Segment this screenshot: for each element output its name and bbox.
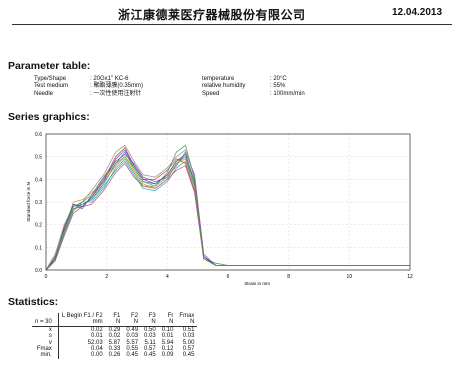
stats-unit: N xyxy=(158,319,177,327)
chart-series xyxy=(45,144,410,271)
stats-row: x 0.02 0.29 0.49 0.50 0.10 0.51 xyxy=(32,326,197,334)
stats-unit: mm xyxy=(58,319,106,327)
statistics-table: L Begin F1 / F2 F1 F2 F3 Fr Fmax n = 30 … xyxy=(32,313,198,359)
param-value: : 聚酯薄膜(0.35mm) xyxy=(90,83,144,90)
stats-row-label: Fmax xyxy=(32,346,59,353)
x-tick-label: 4 xyxy=(166,274,169,280)
param-value: : 20°C xyxy=(270,76,287,82)
stats-row: s 0.01 0.02 0.03 0.03 0.01 0.03 xyxy=(32,333,197,340)
stats-cell: 0.10 xyxy=(161,326,174,333)
x-tick-label: 2 xyxy=(105,274,108,280)
stats-cell: 5.11 xyxy=(144,339,156,346)
series-chart: 0.0 0.1 0.2 0.3 0.4 0.5 0.6 0 2 4 6 8 10 12 Strain in … xyxy=(26,132,413,286)
param-label: relative humidity xyxy=(202,83,246,90)
stats-cell: 0.33 xyxy=(108,346,121,353)
x-tick-label: 0 xyxy=(45,274,48,280)
x-axis-label: Strain in mm xyxy=(244,281,270,286)
y-axis-label: Standard force in N xyxy=(26,182,31,222)
report-date: 12.04.2013 xyxy=(392,7,443,18)
y-tick-label: 0.4 xyxy=(35,177,42,183)
plot-frame xyxy=(45,133,411,271)
stats-cell: 5.57 xyxy=(126,339,139,346)
stats-cell: 0.29 xyxy=(108,326,121,333)
stats-cell: 0.03 xyxy=(126,333,139,340)
stats-cell: 0.12 xyxy=(161,346,174,353)
stats-cell: 0.45 xyxy=(182,352,195,359)
stats-cell: 0.03 xyxy=(144,333,156,340)
param-label: temperature xyxy=(202,76,235,82)
stats-units-row: n = 30 mm N N N N N xyxy=(32,319,198,327)
stats-unit: N xyxy=(141,319,159,327)
y-tick-label: 0.5 xyxy=(35,155,42,161)
stats-cell: 52.03 xyxy=(87,339,103,346)
stats-row-label: s xyxy=(32,333,59,340)
stats-cell: 0.01 xyxy=(161,333,174,340)
stats-cell: 0.04 xyxy=(90,346,103,353)
stats-unit: N xyxy=(123,319,142,327)
parameter-table-title: Parameter table: xyxy=(8,60,91,72)
param-label: Needle xyxy=(34,90,54,97)
chart-axes: 0.0 0.1 0.2 0.3 0.4 0.5 0.6 0 2 4 6 8 10 12 Strain in … xyxy=(26,132,413,286)
stats-unit: N xyxy=(105,319,124,327)
stats-col-header: F3 xyxy=(148,313,156,319)
stats-cell: 0.00 xyxy=(90,352,103,359)
stats-cell: 0.49 xyxy=(126,326,139,333)
report-header: 浙江康德莱医疗器械股份有限公司 12.04.2013 xyxy=(0,4,455,24)
y-tick-label: 0.2 xyxy=(35,223,42,229)
stats-n-label: n = 30 xyxy=(32,319,59,327)
stats-col-header: Fr xyxy=(167,313,174,319)
param-label: Speed xyxy=(202,90,220,97)
stats-cell: 0.45 xyxy=(126,352,139,359)
y-tick-label: 0.0 xyxy=(35,268,42,274)
stats-cell: 0.50 xyxy=(144,326,156,333)
header-rule xyxy=(12,24,452,25)
param-value: : 20Gx1" KC-6 xyxy=(90,76,129,82)
stats-col-header: F1 xyxy=(113,313,121,319)
stats-unit: N xyxy=(176,319,198,327)
series-line xyxy=(45,156,410,271)
series-line xyxy=(45,156,410,271)
y-tick-label: 0.6 xyxy=(35,132,42,138)
stats-row-label: min. xyxy=(32,352,59,359)
series-graphics-title: Series graphics: xyxy=(8,111,90,123)
x-tick-label: 12 xyxy=(407,274,413,280)
stats-cell: 0.57 xyxy=(182,346,195,353)
stats-cell: 0.57 xyxy=(144,346,156,353)
chart-grid xyxy=(45,133,411,271)
stats-row-label: x xyxy=(32,326,59,334)
x-tick-label: 10 xyxy=(347,274,353,280)
param-value: : 55% xyxy=(270,83,286,90)
x-tick-label: 6 xyxy=(227,274,230,280)
stats-cell: 5.00 xyxy=(182,339,195,346)
stats-cell: 0.01 xyxy=(90,333,103,340)
stats-row: min. 0.00 0.26 0.45 0.45 0.09 0.45 xyxy=(32,352,197,359)
stats-row-label: v xyxy=(32,339,59,347)
stats-header-row: L Begin F1 / F2 F1 F2 F3 Fr Fmax xyxy=(32,313,197,320)
stats-cell: 0.03 xyxy=(182,333,195,340)
param-label: Type/Shape xyxy=(34,76,67,82)
stats-cell: 0.51 xyxy=(182,326,195,333)
stats-row: v 52.03 5.87 5.57 5.11 5.94 5.00 xyxy=(32,339,197,347)
param-value: : 一次性使用注射针 xyxy=(90,90,142,97)
stats-cell: 5.87 xyxy=(108,339,121,346)
stats-cell: 0.26 xyxy=(108,352,121,359)
stats-cell: 0.09 xyxy=(161,352,174,359)
stats-cell: 0.55 xyxy=(126,346,139,353)
x-tick-label: 8 xyxy=(287,274,290,280)
param-value: : 100mm/min xyxy=(270,90,305,97)
statistics-title: Statistics: xyxy=(8,296,59,308)
y-tick-label: 0.3 xyxy=(35,200,42,206)
stats-cell: 5.94 xyxy=(161,339,174,346)
stats-cell: 0.02 xyxy=(108,333,121,340)
stats-col-header: L Begin F1 / F2 xyxy=(61,313,103,319)
y-tick-label: 0.1 xyxy=(35,245,42,251)
param-label: Test medium xyxy=(34,83,69,90)
stats-col-header: Fmax xyxy=(179,313,195,319)
stats-cell: 0.45 xyxy=(144,352,156,359)
stats-cell: 0.02 xyxy=(90,326,103,333)
company-name: 浙江康德莱医疗器械股份有限公司 xyxy=(118,8,306,22)
stats-row: Fmax 0.04 0.33 0.55 0.57 0.12 0.57 xyxy=(32,346,197,353)
stats-col-header: F2 xyxy=(131,313,139,319)
